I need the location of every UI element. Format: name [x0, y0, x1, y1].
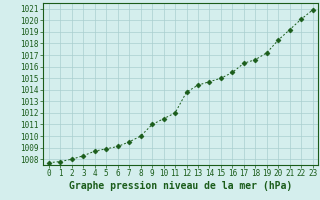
X-axis label: Graphe pression niveau de la mer (hPa): Graphe pression niveau de la mer (hPa) [69, 181, 292, 191]
